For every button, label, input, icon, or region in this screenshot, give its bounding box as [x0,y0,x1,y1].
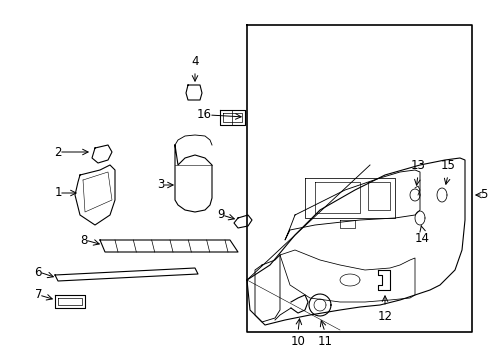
Text: 12: 12 [377,310,392,323]
Text: 2: 2 [54,145,62,158]
Text: 10: 10 [290,335,305,348]
Text: 13: 13 [410,159,425,172]
Text: 3: 3 [157,179,164,192]
Text: 16: 16 [197,108,212,122]
Text: 9: 9 [217,208,224,221]
Text: 11: 11 [317,335,332,348]
Text: 5: 5 [479,189,487,202]
Text: 4: 4 [191,55,198,68]
Text: 15: 15 [440,159,454,172]
Text: 1: 1 [54,186,62,199]
Text: 6: 6 [35,266,42,279]
Text: 14: 14 [414,232,428,245]
Text: 8: 8 [81,234,88,247]
Text: 7: 7 [35,288,42,302]
